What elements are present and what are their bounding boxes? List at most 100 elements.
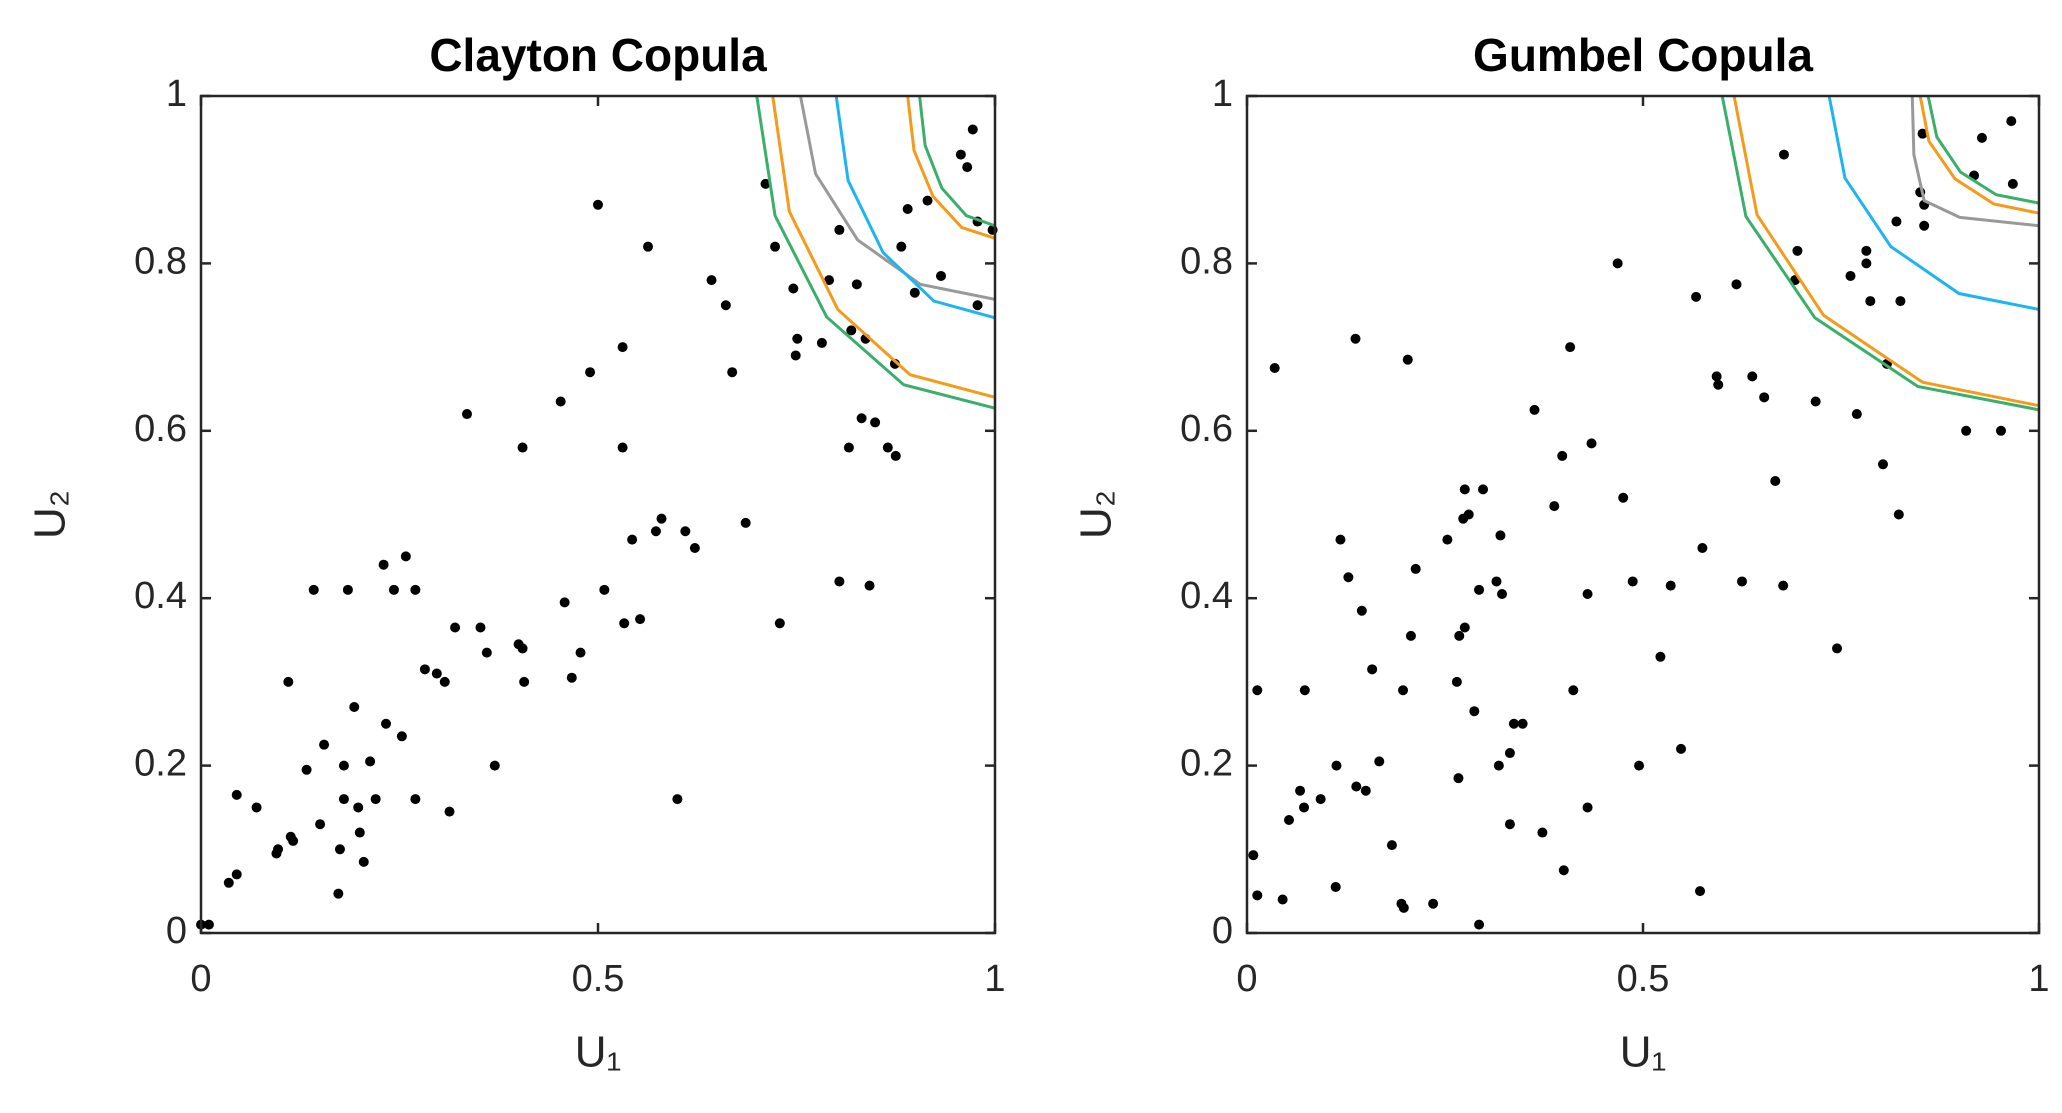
x-tick-label: 0	[1236, 958, 1257, 1000]
point	[967, 124, 978, 135]
y-tick-label: 0.6	[1180, 408, 1233, 450]
point	[727, 367, 738, 378]
point	[1665, 580, 1676, 591]
chart-panel: 0 0.5 1 0 0.2 0.4 0.6 0.8 1 Gumbel Copula U₁ U₂	[1072, 29, 2050, 1076]
point	[1976, 132, 1987, 143]
contour-line	[1910, 95, 2040, 228]
point	[378, 559, 389, 570]
point	[656, 513, 667, 524]
x-tick-label: 1	[2028, 958, 2049, 1000]
point	[627, 534, 638, 545]
point	[680, 526, 691, 537]
point	[774, 618, 785, 629]
point	[1504, 748, 1515, 759]
point	[1459, 622, 1470, 633]
point	[720, 300, 731, 311]
point	[1893, 509, 1904, 520]
point	[890, 450, 901, 461]
point	[650, 526, 661, 537]
point	[922, 195, 933, 206]
point	[1713, 379, 1724, 390]
point	[231, 869, 242, 880]
point	[740, 517, 751, 528]
point	[1558, 865, 1569, 876]
point	[870, 417, 881, 428]
y-tick-label: 0	[1212, 910, 1233, 952]
point	[444, 806, 455, 817]
point	[319, 739, 330, 750]
point	[896, 241, 907, 252]
point	[1537, 827, 1548, 838]
point	[301, 764, 312, 775]
point	[599, 584, 610, 595]
point	[1995, 425, 2006, 436]
y-tick-label: 1	[1212, 73, 1233, 115]
point	[790, 350, 801, 361]
point	[1517, 718, 1528, 729]
point	[1759, 392, 1770, 403]
point	[635, 614, 646, 625]
point	[517, 643, 528, 654]
point	[566, 672, 577, 683]
point	[1504, 819, 1515, 830]
point	[1961, 425, 1972, 436]
point	[365, 756, 376, 767]
point	[1451, 676, 1462, 687]
point	[643, 241, 654, 252]
point	[760, 178, 771, 189]
point	[1778, 149, 1789, 160]
point	[619, 618, 630, 629]
point	[1269, 363, 1280, 374]
point	[824, 275, 835, 286]
point	[1367, 664, 1378, 675]
point	[1655, 651, 1666, 662]
point	[856, 413, 867, 424]
point	[1315, 794, 1326, 805]
point	[936, 270, 947, 281]
point	[1374, 756, 1385, 767]
point	[1865, 296, 1876, 307]
point	[1770, 476, 1781, 487]
point	[882, 442, 893, 453]
point	[1454, 630, 1465, 641]
point	[1917, 128, 1928, 139]
point	[1568, 685, 1579, 696]
contour-line	[906, 95, 996, 240]
point	[1697, 542, 1708, 553]
contour-line	[755, 95, 996, 410]
point	[1343, 572, 1354, 583]
point	[1851, 409, 1862, 420]
point	[1360, 785, 1371, 796]
point	[334, 844, 345, 855]
point	[1832, 643, 1843, 654]
point	[1252, 890, 1263, 901]
point	[1676, 743, 1687, 754]
point	[816, 337, 827, 348]
point	[1618, 492, 1629, 503]
point	[955, 149, 966, 160]
point	[370, 794, 381, 805]
point	[461, 409, 472, 420]
point	[1351, 781, 1362, 792]
point	[1478, 484, 1489, 495]
point	[962, 162, 973, 173]
point	[1459, 484, 1470, 495]
point	[2006, 116, 2017, 127]
point	[559, 597, 570, 608]
point	[475, 622, 486, 633]
point	[1612, 258, 1623, 269]
point	[439, 676, 450, 687]
point	[358, 856, 369, 867]
point	[342, 584, 353, 595]
point	[1529, 404, 1540, 415]
point	[349, 702, 360, 713]
point	[585, 367, 596, 378]
point	[555, 396, 566, 407]
point	[1295, 785, 1306, 796]
y-tick-label: 0.8	[134, 240, 187, 282]
point	[1895, 296, 1906, 307]
y-tick-label: 0.4	[1180, 575, 1233, 617]
contour-line	[834, 95, 996, 320]
point	[1497, 589, 1508, 600]
point	[1493, 760, 1504, 771]
